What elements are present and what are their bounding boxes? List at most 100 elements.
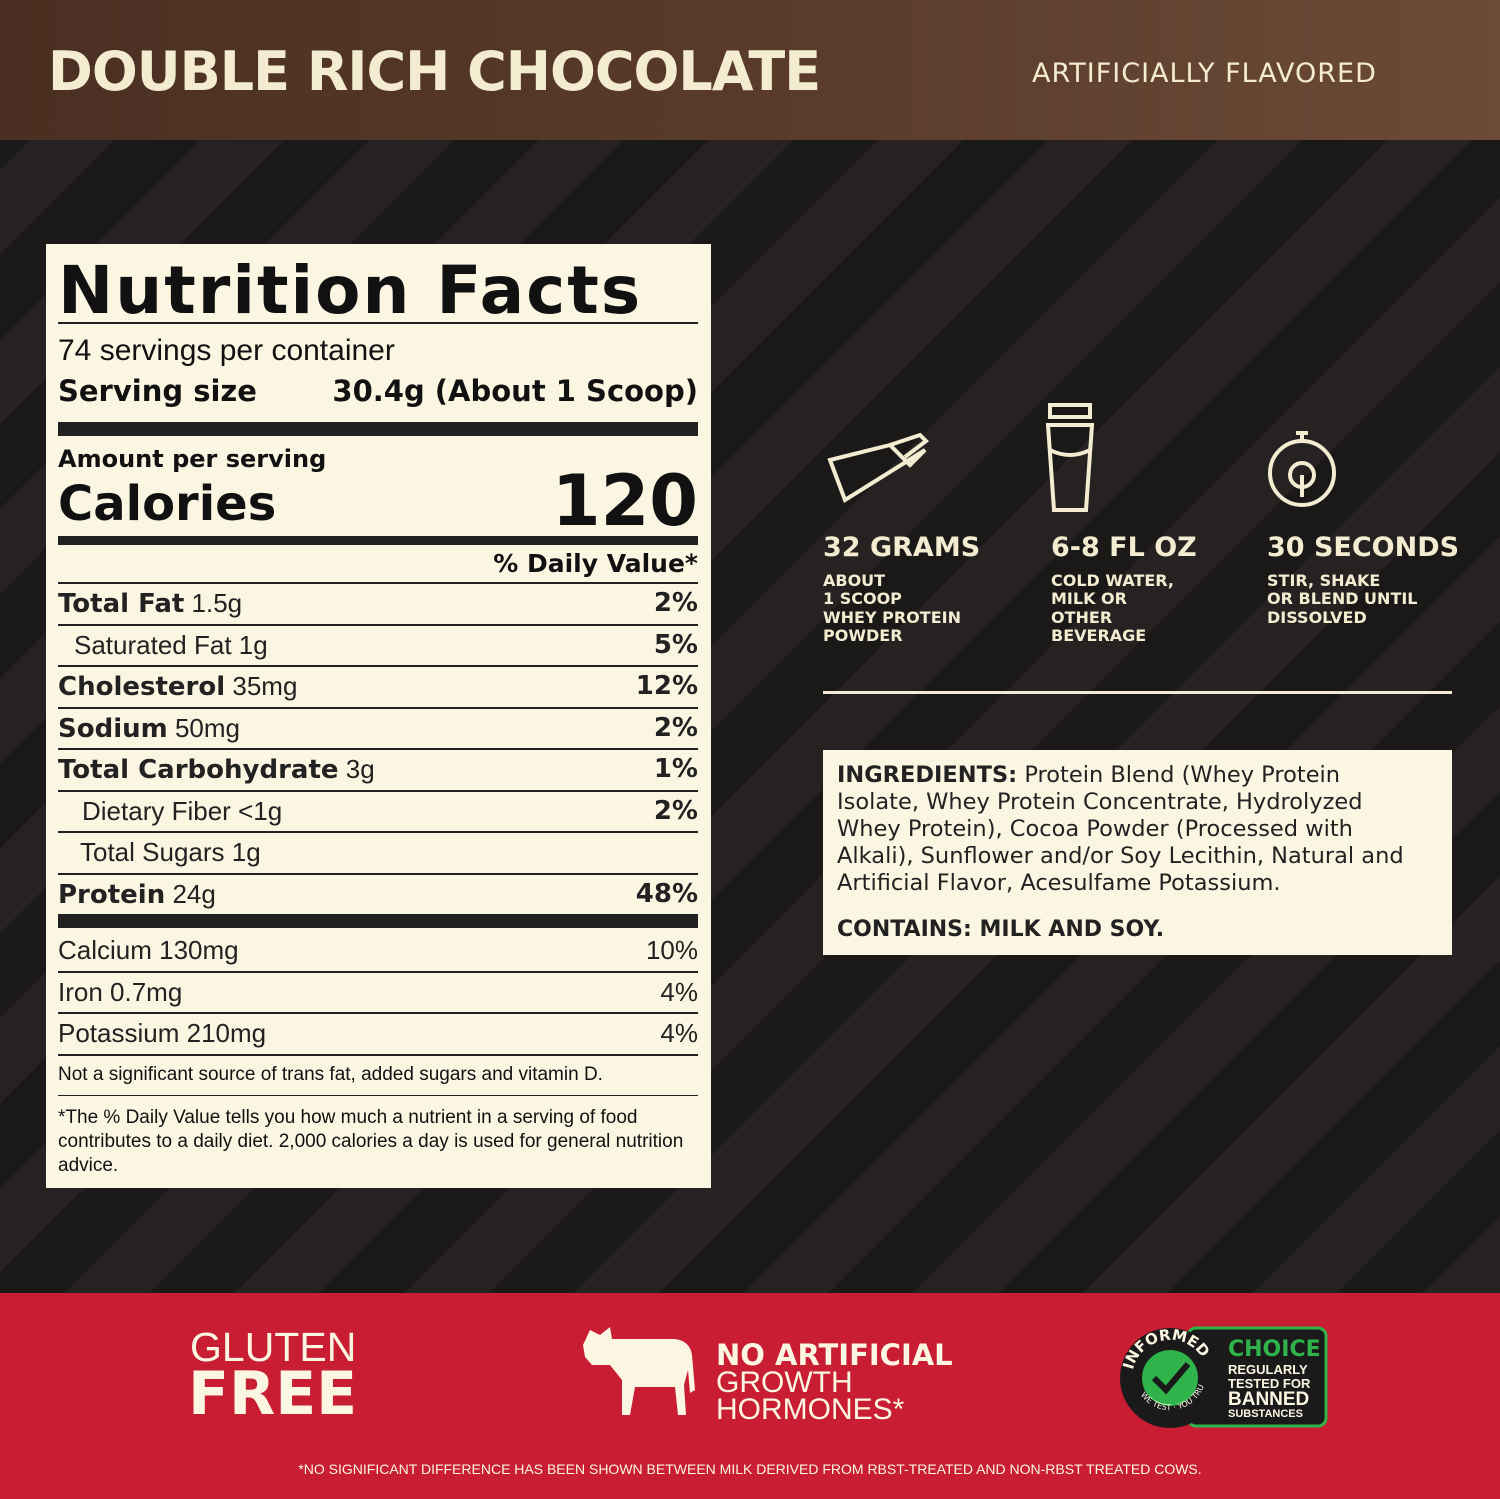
daily-value: 5% xyxy=(653,629,698,660)
rule xyxy=(58,970,698,973)
nutrient-row: Cholesterol 35mg 12% xyxy=(58,666,698,707)
direction-text: 1 SCOOP xyxy=(823,589,902,609)
badge-line: BANNED xyxy=(1228,1389,1309,1410)
nutrient-amount: 50mg xyxy=(174,712,240,743)
flavor: ARTIFICIALLY FLAVORED xyxy=(1032,58,1377,89)
rule xyxy=(58,322,698,324)
rule xyxy=(58,536,698,545)
daily-value: 4% xyxy=(660,976,698,1007)
rule xyxy=(58,914,698,928)
nutrient-amount: 24g xyxy=(172,878,216,909)
direction-text: ABOUT xyxy=(823,571,886,590)
badge-line: TESTED FOR xyxy=(1228,1376,1311,1391)
nutrient-row: Total Fat 1.5g 2% xyxy=(58,583,698,624)
direction-value: 30 SECONDS xyxy=(1267,532,1460,563)
mineral-row: Calcium 130mg 10% xyxy=(58,930,698,971)
amount-label: Amount per serving xyxy=(58,445,327,473)
direction-text: MILK OR xyxy=(1051,589,1127,609)
header-band xyxy=(0,0,1500,140)
product-title: DOUBLE RICH CHOCOLATE xyxy=(48,40,821,103)
nutrient-name: Total Sugars xyxy=(80,837,225,867)
contains: CONTAINS: MILK AND SOY. xyxy=(837,917,1165,942)
gluten-line: FREE xyxy=(188,1359,358,1429)
daily-value: 10% xyxy=(645,935,698,965)
gluten-line: GLUTEN xyxy=(190,1324,357,1370)
nutrient-amount: 1.5g xyxy=(191,588,243,618)
ingredients-box xyxy=(823,750,1452,955)
rule xyxy=(58,831,698,833)
direction-value: 6-8 FL OZ xyxy=(1051,532,1197,563)
nutrient-name: Dietary Fiber xyxy=(82,795,231,826)
nutrient-row: Protein 24g 48% xyxy=(58,874,698,915)
daily-value: 2% xyxy=(653,588,698,618)
nutrient-amount: 3g xyxy=(345,754,375,784)
daily-value: 48% xyxy=(635,878,698,909)
rule xyxy=(58,1012,698,1014)
direction-text: POWDER xyxy=(823,625,903,645)
direction-text: DISSOLVED xyxy=(1267,607,1367,627)
hormones-line: GROWTH xyxy=(716,1366,853,1399)
nutrient-row: Total Sugars 1g xyxy=(58,832,698,873)
mineral-name: Potassium 210mg xyxy=(58,1018,267,1048)
rule xyxy=(58,1054,698,1056)
nutrient-name: Total Fat xyxy=(58,589,185,619)
cow-icon xyxy=(583,1327,695,1415)
mineral-name: Iron 0.7mg xyxy=(58,976,183,1007)
nutrient-amount: 1g xyxy=(238,629,268,660)
calories: 120 xyxy=(551,460,698,542)
rule xyxy=(58,789,698,792)
rule xyxy=(58,623,698,626)
daily-value: 1% xyxy=(653,754,698,784)
nutrient-name: Cholesterol xyxy=(58,672,226,702)
rule xyxy=(58,665,698,667)
mineral-row: Iron 0.7mg 4% xyxy=(58,972,698,1013)
nutrient-name: Total Carbohydrate xyxy=(58,755,339,785)
rule xyxy=(58,872,698,875)
direction-text: BEVERAGE xyxy=(1051,625,1147,645)
direction-value: 32 GRAMS xyxy=(823,532,981,563)
nutrient-amount: 35mg xyxy=(232,671,298,701)
divider xyxy=(823,691,1452,694)
nutrient-amount: 1g xyxy=(231,837,261,867)
disclaimer: *NO SIGNIFICANT DIFFERENCE HAS BEEN SHOW… xyxy=(298,1461,1202,1477)
daily-value: 12% xyxy=(635,671,698,701)
servings: 74 servings per container xyxy=(58,334,395,367)
badge-line: SUBSTANCES xyxy=(1228,1408,1303,1420)
calories-label: Calories xyxy=(58,476,277,532)
daily-value: 2% xyxy=(653,795,698,826)
mineral-name: Calcium 130mg xyxy=(58,935,239,965)
rule xyxy=(58,422,698,436)
nutrient-row: Saturated Fat 1g 5% xyxy=(58,625,698,666)
mineral-row: Potassium 210mg 4% xyxy=(58,1013,698,1054)
choice: CHOICE xyxy=(1228,1337,1321,1362)
direction-text: COLD WATER, xyxy=(1051,571,1174,590)
daily-value: 4% xyxy=(660,1018,698,1048)
nutrient-row: Total Carbohydrate 3g 1% xyxy=(58,749,698,790)
nutrient-name: Protein xyxy=(58,879,166,910)
serving-size-label: Serving size xyxy=(58,374,257,408)
direction-icons xyxy=(827,403,1336,512)
hormones-line: NO ARTIFICIAL xyxy=(716,1338,953,1372)
rule xyxy=(58,748,698,750)
daily-value: 2% xyxy=(653,712,698,743)
nutrient-amount: <1g xyxy=(238,795,283,826)
scoop-icon xyxy=(827,432,930,503)
nutrient-row: Sodium 50mg 2% xyxy=(58,708,698,749)
rule xyxy=(58,582,698,584)
rule xyxy=(58,706,698,709)
ingredients-text: Protein Blend (Whey Protein Isolate, Whe… xyxy=(837,762,1404,896)
daily-value-header: % Daily Value* xyxy=(493,549,698,578)
serving-size: 30.4g (About 1 Scoop) xyxy=(332,374,698,408)
footnote: *The % Daily Value tells you how much a … xyxy=(58,1107,684,1176)
direction-text: STIR, SHAKE xyxy=(1267,571,1381,590)
shaker-icon xyxy=(1045,403,1095,512)
nutrition-title: Nutrition Facts xyxy=(58,252,643,329)
nutrient-row: Dietary Fiber <1g 2% xyxy=(58,791,698,832)
ingredients-label: INGREDIENTS: xyxy=(837,762,1018,788)
nutrient-name: Saturated Fat xyxy=(74,629,232,660)
nutrition-panel xyxy=(46,244,711,1188)
direction-text: OTHER xyxy=(1051,607,1113,627)
nutrient-name: Sodium xyxy=(58,713,168,744)
hormones-line: HORMONES* xyxy=(716,1393,905,1426)
